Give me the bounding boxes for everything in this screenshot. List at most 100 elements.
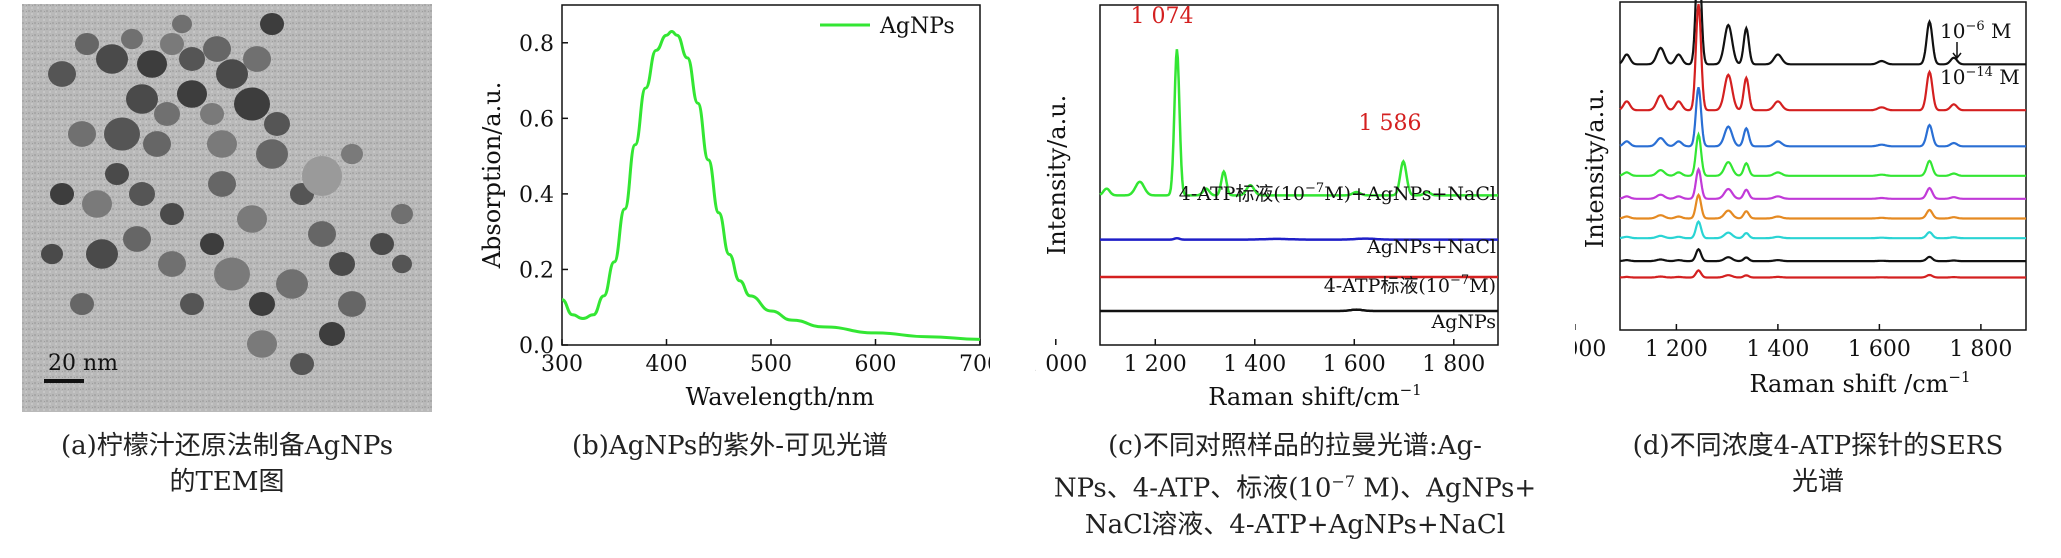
nanoparticle (200, 232, 224, 256)
nanoparticle (391, 203, 413, 225)
caption-d: (d)不同浓度4-ATP探针的SERS 光谱 (1575, 428, 2061, 500)
x-tick-label: 1 800 (1422, 352, 1485, 377)
y-axis-title: Intensity/a.u. (1581, 88, 1609, 249)
caption-a-line2: 的TEM图 (169, 467, 285, 497)
tem-image: 20 nm (22, 4, 432, 412)
caption-a: (a)柠檬汁还原法制备AgNPs 的TEM图 (12, 428, 442, 500)
nanoparticle (247, 330, 277, 358)
plot-frame (561, 4, 981, 346)
nanoparticle (121, 28, 143, 50)
nanoparticle (160, 32, 184, 56)
nanoparticle (158, 251, 186, 277)
nanoparticle (154, 102, 180, 126)
conc-arrow (1952, 42, 1962, 60)
x-tick-label: 1 400 (1746, 337, 1809, 362)
y-tick-label: 0.6 (519, 107, 554, 132)
nanoparticles (41, 12, 413, 376)
y-tick-label: 0.4 (519, 183, 554, 208)
sers-series-line (1619, 131, 2026, 177)
nanoparticle (137, 50, 167, 78)
nanoparticle (237, 205, 267, 233)
sers-series-line (1619, 219, 2026, 240)
caption-c-line1: (c)不同对照样品的拉曼光谱:Ag- (1108, 431, 1482, 461)
nanoparticle (50, 182, 74, 206)
y-axis-title: Intensity/a.u. (1043, 95, 1071, 256)
caption-c-line2: NPs、4-ATP、标液(10−7 M)、AgNPs+ (1053, 472, 1537, 504)
raman-series-line (1100, 308, 1498, 313)
nanoparticle (392, 254, 412, 274)
raman-control-chart: 1 000 1 200 1 400 1 600 1 800 1 074 1 586 4-… (1035, 4, 1499, 411)
nanoparticle (249, 292, 275, 316)
sers-series-line (1619, 247, 2026, 263)
x-tick-label: 1 400 (1223, 352, 1286, 377)
series-label-full: 4-ATP标液(10−7M)+AgNPs+NaCl (1179, 181, 1496, 205)
sers-concentration-chart: 1 000 1 200 1 400 1 600 1 800 10−6 M 10−14 M… (1575, 0, 2027, 398)
x-tick-label: 400 (646, 352, 688, 377)
legend-label-agnps: AgNPs (879, 14, 955, 39)
y-tick-label: 0.0 (519, 334, 554, 359)
nanoparticle (123, 226, 151, 252)
caption-b-line1: (b)AgNPs的紫外-可见光谱 (571, 431, 889, 461)
scale-bar (44, 379, 84, 383)
nanoparticle (160, 202, 184, 226)
nanoparticle (216, 59, 248, 89)
uv-vis-chart: 300 400 500 600 700 0.0 0.2 0.4 0.6 0.8 AgNPs Wav… (478, 4, 990, 411)
raman-series-line (1100, 236, 1498, 241)
sers-series-line (1619, 87, 2026, 148)
nanoparticle (338, 291, 366, 317)
nanoparticle (207, 130, 237, 158)
nanoparticle (179, 47, 205, 71)
nanoparticle (308, 221, 336, 247)
nanoparticle (260, 12, 284, 36)
nanoparticle (70, 292, 94, 316)
nanoparticle (341, 143, 363, 165)
nanoparticle (180, 292, 204, 316)
y-tick-label: 0.8 (519, 32, 554, 57)
nanoparticle (105, 162, 129, 186)
conc-label-top: 10−6 M (1940, 19, 2011, 43)
nanoparticle (290, 352, 314, 376)
x-tick-label: 500 (750, 352, 792, 377)
plot-frame (1099, 4, 1499, 346)
nanoparticle (96, 44, 128, 74)
nanoparticle (208, 171, 236, 197)
caption-a-line1: (a)柠檬汁还原法制备AgNPs (60, 431, 394, 461)
sers-series-line (1619, 3, 2026, 112)
peak-label-1074: 1 074 (1131, 4, 1194, 29)
nanoparticle (68, 121, 96, 147)
caption-c-line3: NaCl溶液、4-ATP+AgNPs+NaCl (1084, 509, 1506, 540)
x-tick-label: 600 (855, 352, 897, 377)
peak-label-1586: 1 586 (1359, 111, 1422, 136)
nanoparticle (82, 190, 112, 218)
agnps-absorption-line (561, 29, 981, 341)
sers-series-line (1619, 269, 2026, 279)
nanoparticle (126, 84, 158, 114)
nanoparticle (243, 46, 271, 72)
nanoparticle (86, 239, 118, 269)
sers-series-line (1619, 0, 2026, 66)
raman-series-line (1099, 49, 1498, 197)
series-label-agnps-nacl: AgNPs+NaCl (1366, 236, 1496, 258)
nanoparticle (104, 117, 140, 151)
nanoparticle (203, 36, 231, 62)
nanoparticle (370, 232, 394, 256)
x-tick-label: 700 (959, 352, 990, 377)
y-tick-label: 0.2 (519, 258, 554, 283)
x-tick-label: 1 800 (1949, 337, 2012, 362)
sers-series-line (1619, 166, 2026, 200)
x-tick-label: 1 000 (1035, 352, 1087, 377)
nanoparticle (75, 32, 99, 56)
scale-bar-label: 20 nm (48, 351, 118, 376)
series-label-agnps: AgNPs (1430, 311, 1496, 333)
series-label-atp: 4-ATP标液(10−7M) (1324, 273, 1496, 297)
nanoparticle (256, 139, 288, 169)
faint-particle (302, 156, 342, 196)
caption-d-line2: 光谱 (1791, 467, 1844, 497)
conc-label-bottom: 10−14 M (1940, 65, 2020, 89)
nanoparticle (264, 112, 290, 136)
nanoparticle (319, 322, 345, 346)
x-tick-label: 1 200 (1124, 352, 1187, 377)
nanoparticle (129, 182, 155, 206)
x-axis-title: Wavelength/nm (686, 383, 875, 411)
nanoparticle (172, 14, 192, 34)
